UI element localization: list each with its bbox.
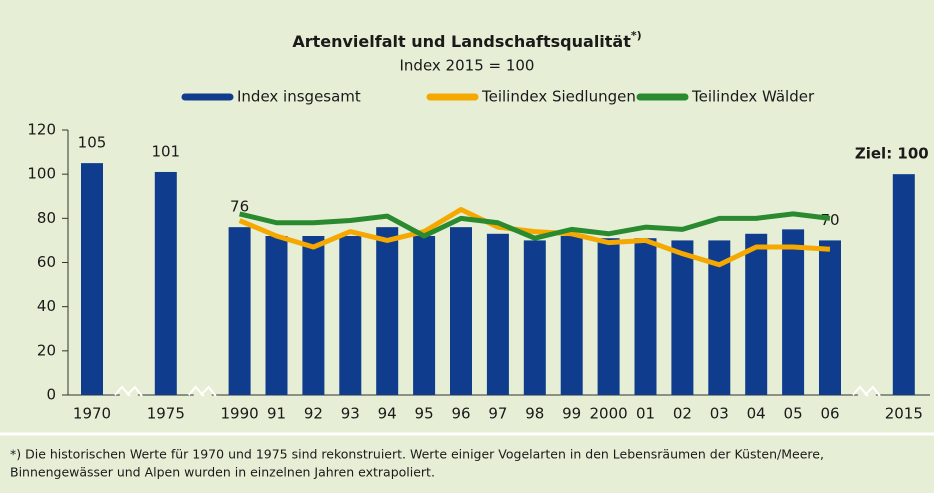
title-text: Artenvielfalt und Landschaftsqualität	[292, 32, 631, 51]
data-label: 76	[230, 198, 249, 216]
bar	[81, 163, 103, 395]
x-tick-label: 06	[820, 405, 839, 423]
x-tick-label: 98	[525, 405, 544, 423]
y-tick-label: 0	[46, 386, 56, 404]
bar	[597, 238, 620, 395]
bar	[634, 238, 657, 395]
bar	[560, 236, 583, 395]
y-tick-label: 100	[27, 165, 56, 183]
bar	[228, 227, 251, 395]
y-tick-label: 80	[37, 209, 56, 227]
bar	[450, 227, 472, 395]
x-tick-label: 97	[488, 405, 507, 423]
bar	[154, 171, 177, 395]
title-note: *)	[631, 29, 642, 42]
x-tick-label: 92	[304, 405, 323, 423]
axis-break	[126, 385, 143, 397]
x-tick-label: 2000	[590, 405, 628, 423]
axis-break	[852, 385, 869, 397]
x-tick-label: 01	[636, 405, 655, 423]
bar	[523, 240, 546, 395]
legend-label: Teilindex Wälder	[691, 88, 815, 106]
bar	[892, 174, 915, 395]
bar	[671, 240, 694, 395]
line	[239, 211, 831, 241]
x-tick-label: 1975	[147, 405, 185, 423]
line	[238, 207, 831, 268]
y-tick-label: 20	[37, 341, 56, 359]
bar	[339, 236, 362, 395]
chart-title: Artenvielfalt und Landschaftsqualität*)	[292, 29, 641, 51]
x-tick-label: 2015	[885, 405, 923, 423]
bar	[265, 236, 288, 395]
x-tick-label: 1990	[221, 405, 259, 423]
bar	[486, 233, 509, 395]
legend-label: Index insgesamt	[237, 88, 361, 106]
bar	[782, 229, 805, 395]
x-tick-label: 05	[784, 405, 803, 423]
x-tick-label: 93	[341, 405, 360, 423]
y-tick-label: 60	[37, 253, 56, 271]
x-tick-label: 02	[673, 405, 692, 423]
x-tick-label: 03	[710, 405, 729, 423]
data-label: 105	[78, 134, 107, 152]
x-tick-label: 94	[378, 405, 397, 423]
x-tick-label: 96	[451, 405, 470, 423]
bar	[819, 240, 841, 395]
legend-label: Teilindex Siedlungen	[481, 88, 636, 106]
bar	[376, 227, 399, 395]
x-tick-label: 04	[747, 405, 766, 423]
y-tick-label: 120	[27, 121, 56, 139]
axis-break	[199, 385, 217, 397]
x-tick-label: 91	[267, 405, 286, 423]
axis-break	[187, 385, 205, 397]
data-label: 101	[151, 142, 180, 160]
y-tick-label: 40	[37, 297, 56, 315]
footnote: *) Die historischen Werte für 1970 und 1…	[10, 447, 824, 462]
axis-break	[864, 385, 881, 397]
data-label: Ziel: 100	[855, 145, 929, 163]
bar	[302, 236, 325, 395]
x-tick-label: 95	[415, 405, 434, 423]
chart-subtitle: Index 2015 = 100	[400, 57, 535, 75]
x-tick-label: 1970	[73, 405, 111, 423]
bar	[708, 240, 731, 395]
x-tick-label: 99	[562, 405, 581, 423]
axis-break	[114, 385, 131, 397]
footnote: Binnengewässer und Alpen wurden in einze…	[10, 465, 435, 480]
bar	[745, 233, 768, 395]
bar	[413, 236, 436, 395]
